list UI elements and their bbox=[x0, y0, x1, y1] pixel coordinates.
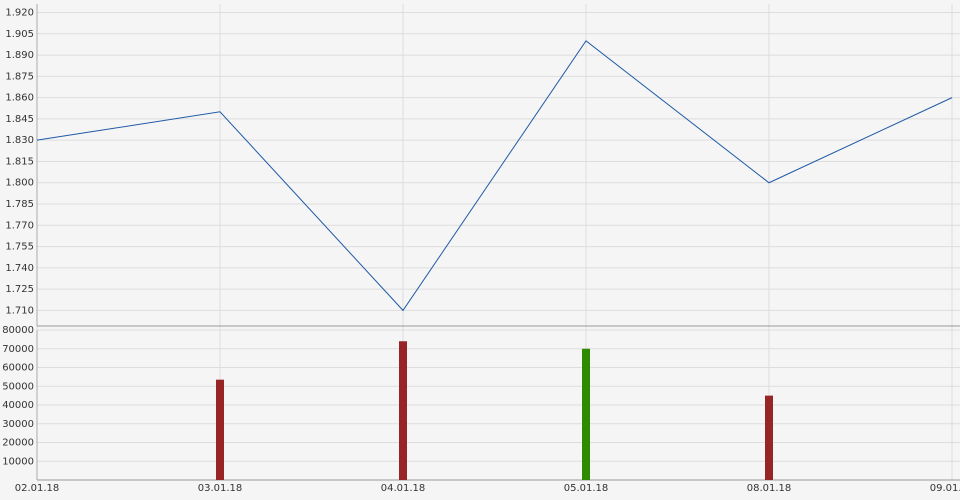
y-tick-label: 80000 bbox=[2, 325, 34, 336]
y-tick-label: 1.815 bbox=[5, 156, 34, 167]
y-tick-label: 30000 bbox=[2, 419, 34, 430]
volume-bar bbox=[399, 341, 407, 480]
volume-bar bbox=[765, 395, 773, 480]
y-tick-label: 1.860 bbox=[5, 93, 34, 104]
y-tick-label: 70000 bbox=[2, 344, 34, 355]
x-tick-label: 04.01.18 bbox=[381, 483, 426, 494]
y-tick-label: 1.875 bbox=[5, 71, 34, 82]
volume-bar bbox=[216, 379, 224, 480]
y-tick-label: 1.920 bbox=[5, 8, 34, 19]
price-line bbox=[36, 40, 953, 312]
y-tick-label: 40000 bbox=[2, 400, 34, 411]
volume-bar bbox=[582, 348, 590, 480]
y-tick-label: 1.830 bbox=[5, 135, 34, 146]
x-tick-label: 05.01.18 bbox=[564, 483, 609, 494]
x-tick-label: 02.01.18 bbox=[15, 483, 60, 494]
y-tick-label: 1.800 bbox=[5, 178, 34, 189]
y-tick-label: 10000 bbox=[2, 456, 34, 467]
x-tick-label: 03.01.18 bbox=[198, 483, 243, 494]
y-tick-label: 50000 bbox=[2, 381, 34, 392]
y-tick-label: 1.725 bbox=[5, 284, 34, 295]
y-tick-label: 1.845 bbox=[5, 114, 34, 125]
y-tick-label: 1.770 bbox=[5, 220, 34, 231]
y-tick-label: 1.710 bbox=[5, 305, 34, 316]
x-tick-label: 09.01.18 bbox=[930, 483, 960, 494]
y-tick-label: 20000 bbox=[2, 438, 34, 449]
y-tick-label: 1.755 bbox=[5, 242, 34, 253]
y-tick-label: 60000 bbox=[2, 363, 34, 374]
y-tick-label: 1.905 bbox=[5, 29, 34, 40]
y-tick-label: 1.890 bbox=[5, 50, 34, 61]
y-tick-label: 1.740 bbox=[5, 263, 34, 274]
x-tick-label: 08.01.18 bbox=[747, 483, 792, 494]
y-tick-label: 1.785 bbox=[5, 199, 34, 210]
